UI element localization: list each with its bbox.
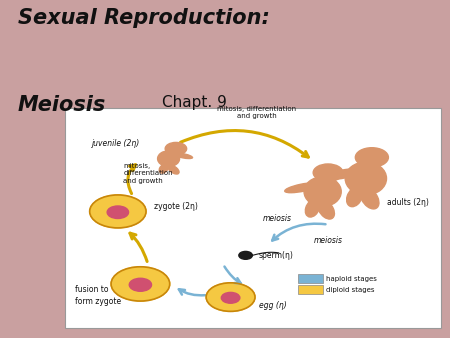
Ellipse shape <box>174 153 193 159</box>
Circle shape <box>221 292 240 303</box>
Text: meiosis: meiosis <box>313 236 342 245</box>
Text: adults (2η): adults (2η) <box>387 198 428 207</box>
Text: Meiosis: Meiosis <box>18 95 106 115</box>
FancyBboxPatch shape <box>65 108 441 328</box>
Circle shape <box>107 206 129 218</box>
Text: Sexual Reproduction:: Sexual Reproduction: <box>18 8 270 28</box>
Circle shape <box>206 283 255 311</box>
Text: zygote (2η): zygote (2η) <box>153 202 198 211</box>
Circle shape <box>129 278 152 291</box>
Ellipse shape <box>346 187 363 207</box>
Text: diploid stages: diploid stages <box>326 287 375 293</box>
Text: juvenile (2η): juvenile (2η) <box>91 139 140 147</box>
Text: haploid stages: haploid stages <box>326 276 377 282</box>
Circle shape <box>239 251 252 259</box>
Text: egg (η): egg (η) <box>259 301 287 310</box>
Circle shape <box>111 267 170 301</box>
Text: fusion to
form zygote: fusion to form zygote <box>75 285 121 306</box>
Ellipse shape <box>158 151 180 167</box>
FancyBboxPatch shape <box>298 285 323 294</box>
Ellipse shape <box>318 200 334 219</box>
Text: sperm(η): sperm(η) <box>259 250 294 260</box>
Ellipse shape <box>345 162 387 195</box>
Circle shape <box>313 164 343 182</box>
Circle shape <box>356 148 388 167</box>
Text: mitosis, differentiation
and growth: mitosis, differentiation and growth <box>217 105 297 119</box>
Ellipse shape <box>168 165 179 174</box>
Ellipse shape <box>306 199 320 217</box>
Text: mitosis,
differentiation
and growth: mitosis, differentiation and growth <box>123 163 173 184</box>
Text: meiosis: meiosis <box>262 214 292 223</box>
Ellipse shape <box>285 183 320 193</box>
Ellipse shape <box>360 188 379 209</box>
Text: Chapt. 9: Chapt. 9 <box>162 95 227 110</box>
Ellipse shape <box>159 164 168 173</box>
Ellipse shape <box>304 177 341 207</box>
Circle shape <box>165 142 187 155</box>
Circle shape <box>90 195 146 228</box>
Ellipse shape <box>324 169 363 179</box>
FancyBboxPatch shape <box>298 274 323 283</box>
